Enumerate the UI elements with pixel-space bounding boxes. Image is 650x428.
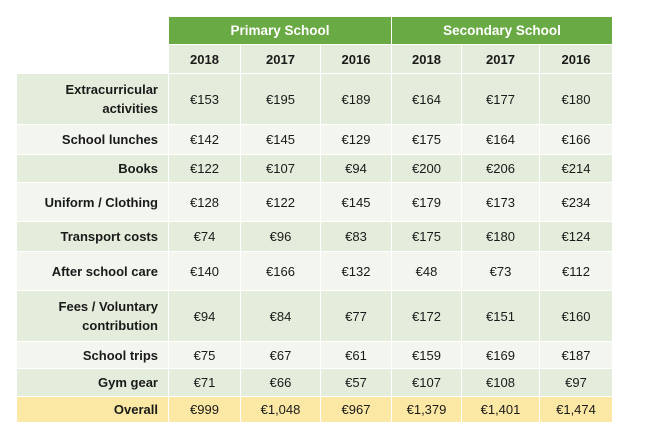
value-cell: €48: [391, 251, 462, 291]
cost-table: Primary School Secondary School 2018 201…: [16, 16, 613, 423]
value-cell: €96: [240, 221, 321, 252]
overall-label: Overall: [16, 396, 169, 423]
row-label: Transport costs: [16, 221, 169, 252]
overall-row: Overall €999 €1,048 €967 €1,379 €1,401 €1,474: [16, 396, 613, 423]
value-cell: €124: [539, 221, 613, 252]
value-cell: €145: [240, 124, 321, 155]
value-cell: €122: [168, 154, 241, 183]
value-cell: €200: [391, 154, 462, 183]
value-cell: €164: [461, 124, 540, 155]
value-cell: €206: [461, 154, 540, 183]
row-label: Gym gear: [16, 368, 169, 397]
table-row: School lunches €142 €145 €129 €175 €164 €166: [16, 124, 613, 155]
value-cell: €173: [461, 182, 540, 222]
overall-value-cell: €1,048: [240, 396, 321, 423]
table-row: Extracurricular activities €153 €195 €189 €1…: [16, 73, 613, 125]
year-header: 2017: [461, 44, 540, 74]
overall-value-cell: €967: [320, 396, 392, 423]
value-cell: €164: [391, 73, 462, 125]
value-cell: €179: [391, 182, 462, 222]
value-cell: €94: [320, 154, 392, 183]
value-cell: €151: [461, 290, 540, 342]
overall-value-cell: €1,401: [461, 396, 540, 423]
table-row: Gym gear €71 €66 €57 €107 €108 €97: [16, 368, 613, 397]
row-label: Extracurricular activities: [16, 73, 169, 125]
table-row: Transport costs €74 €96 €83 €175 €180 €124: [16, 221, 613, 252]
row-label: School trips: [16, 341, 169, 369]
value-cell: €180: [461, 221, 540, 252]
value-cell: €140: [168, 251, 241, 291]
corner-cell: [16, 44, 169, 74]
row-label: Uniform / Clothing: [16, 182, 169, 222]
overall-value-cell: €999: [168, 396, 241, 423]
value-cell: €172: [391, 290, 462, 342]
value-cell: €175: [391, 221, 462, 252]
overall-value-cell: €1,474: [539, 396, 613, 423]
value-cell: €189: [320, 73, 392, 125]
value-cell: €57: [320, 368, 392, 397]
group-header-row: Primary School Secondary School: [16, 16, 613, 45]
value-cell: €166: [539, 124, 613, 155]
value-cell: €166: [240, 251, 321, 291]
value-cell: €94: [168, 290, 241, 342]
value-cell: €75: [168, 341, 241, 369]
value-cell: €112: [539, 251, 613, 291]
value-cell: €66: [240, 368, 321, 397]
value-cell: €132: [320, 251, 392, 291]
value-cell: €187: [539, 341, 613, 369]
row-label: Fees / Voluntary contribution: [16, 290, 169, 342]
table-row: Fees / Voluntary contribution €94 €84 €77 €1…: [16, 290, 613, 342]
year-header: 2017: [240, 44, 321, 74]
table-row: Uniform / Clothing €128 €122 €145 €179 €173 €2…: [16, 182, 613, 222]
value-cell: €142: [168, 124, 241, 155]
value-cell: €234: [539, 182, 613, 222]
table-row: School trips €75 €67 €61 €159 €169 €187: [16, 341, 613, 369]
group-header-primary: Primary School: [168, 16, 392, 45]
value-cell: €169: [461, 341, 540, 369]
table-row: After school care €140 €166 €132 €48 €73 €112: [16, 251, 613, 291]
value-cell: €160: [539, 290, 613, 342]
corner-cell: [16, 16, 169, 45]
cost-table-body: Primary School Secondary School 2018 201…: [16, 16, 613, 423]
value-cell: €129: [320, 124, 392, 155]
value-cell: €107: [391, 368, 462, 397]
value-cell: €195: [240, 73, 321, 125]
row-label: After school care: [16, 251, 169, 291]
value-cell: €73: [461, 251, 540, 291]
year-header: 2016: [320, 44, 392, 74]
value-cell: €175: [391, 124, 462, 155]
value-cell: €153: [168, 73, 241, 125]
table-row: Books €122 €107 €94 €200 €206 €214: [16, 154, 613, 183]
row-label: Books: [16, 154, 169, 183]
group-header-secondary: Secondary School: [391, 16, 613, 45]
value-cell: €84: [240, 290, 321, 342]
year-header-row: 2018 2017 2016 2018 2017 2016: [16, 44, 613, 74]
value-cell: €107: [240, 154, 321, 183]
value-cell: €128: [168, 182, 241, 222]
value-cell: €83: [320, 221, 392, 252]
row-label: School lunches: [16, 124, 169, 155]
value-cell: €97: [539, 368, 613, 397]
value-cell: €77: [320, 290, 392, 342]
year-header: 2016: [539, 44, 613, 74]
value-cell: €108: [461, 368, 540, 397]
value-cell: €159: [391, 341, 462, 369]
value-cell: €61: [320, 341, 392, 369]
overall-value-cell: €1,379: [391, 396, 462, 423]
value-cell: €180: [539, 73, 613, 125]
value-cell: €122: [240, 182, 321, 222]
value-cell: €67: [240, 341, 321, 369]
value-cell: €177: [461, 73, 540, 125]
value-cell: €71: [168, 368, 241, 397]
year-header: 2018: [391, 44, 462, 74]
value-cell: €214: [539, 154, 613, 183]
value-cell: €74: [168, 221, 241, 252]
value-cell: €145: [320, 182, 392, 222]
year-header: 2018: [168, 44, 241, 74]
